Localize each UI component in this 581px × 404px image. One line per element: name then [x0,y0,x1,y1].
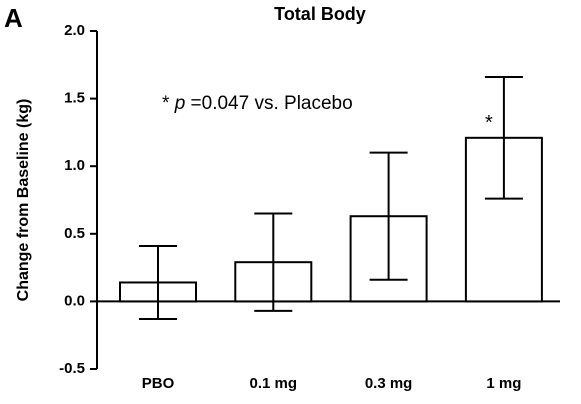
panel-label: A [4,3,23,33]
y-tick-label: 0.5 [64,225,85,242]
annotation: * p =0.047 vs. Placebo [162,93,353,114]
annotation-star: * [162,93,170,114]
x-tick-label: PBO [142,375,175,392]
chart-title: Total Body [274,4,366,24]
y-tick-label: -0.5 [59,360,85,377]
x-tick-label: 1 mg [486,375,521,392]
significance-marker: * [485,112,493,134]
annotation-p: p [174,93,186,114]
y-tick-label: 1.5 [64,90,85,107]
y-axis-label: Change from Baseline (kg) [15,99,32,302]
x-tick-label: 0.1 mg [250,375,298,392]
annotation-text: =0.047 vs. Placebo [191,93,353,114]
x-tick-label: 0.3 mg [365,375,413,392]
y-tick-label: 0.0 [64,292,85,309]
y-tick-label: 2.0 [64,22,85,39]
y-tick-label: 1.0 [64,157,85,174]
